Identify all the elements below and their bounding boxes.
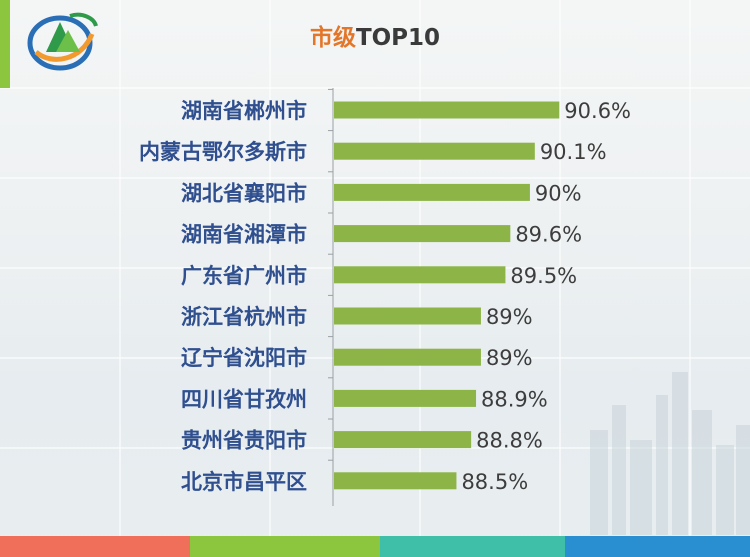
data-label: 90.1% <box>540 140 607 164</box>
bar <box>334 183 530 201</box>
category-label: 贵州省贵阳市 <box>181 429 307 453</box>
bar <box>334 142 535 160</box>
data-label: 88.8% <box>476 429 543 453</box>
chart-title: 市级TOP10 <box>0 18 750 52</box>
footer-segment-blue <box>565 536 750 557</box>
data-label: 89% <box>486 305 533 329</box>
footer-color-band <box>0 536 750 557</box>
footer-segment-green <box>190 536 380 557</box>
category-label: 北京市昌平区 <box>181 470 307 494</box>
category-label: 湖南省湘潭市 <box>181 223 307 247</box>
data-label: 89.5% <box>510 264 577 288</box>
category-label: 广东省广州市 <box>181 264 307 288</box>
category-label: 四川省甘孜州 <box>181 387 307 411</box>
footer-segment-red <box>0 536 190 557</box>
accent-side-bar <box>0 0 10 88</box>
title-part-primary: 市级 <box>309 25 356 51</box>
title-part-secondary: TOP10 <box>355 25 441 51</box>
bar <box>334 348 481 366</box>
category-label: 湖北省襄阳市 <box>181 181 307 205</box>
bar <box>334 307 481 325</box>
logo-icon <box>27 12 98 71</box>
category-label: 内蒙古鄂尔多斯市 <box>139 140 307 164</box>
bar <box>334 101 560 119</box>
data-label: 88.5% <box>461 470 528 494</box>
category-label: 浙江省杭州市 <box>181 305 307 329</box>
data-label: 89% <box>486 346 533 370</box>
data-label: 88.9% <box>481 387 548 411</box>
bar <box>334 225 511 243</box>
data-label: 90% <box>535 181 582 205</box>
data-label: 90.6% <box>564 99 631 123</box>
bar <box>334 472 457 490</box>
bar <box>334 431 472 449</box>
category-label: 湖南省郴州市 <box>181 99 307 123</box>
category-label: 辽宁省沈阳市 <box>181 346 307 370</box>
bar <box>334 389 477 407</box>
footer-segment-teal <box>380 536 565 557</box>
bar <box>334 266 506 284</box>
data-label: 89.6% <box>515 223 582 247</box>
